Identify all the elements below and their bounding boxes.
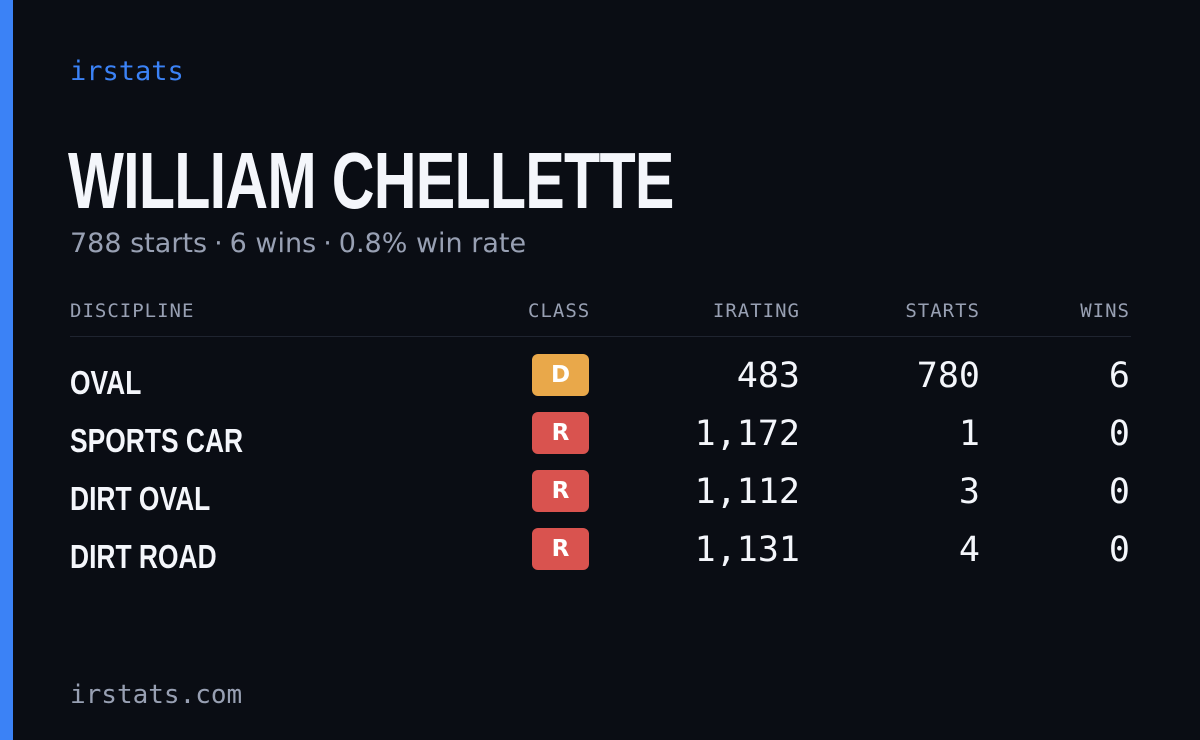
discipline-name: OVAL xyxy=(70,364,142,401)
summary-starts: 788 starts xyxy=(70,228,208,259)
discipline-table: DISCIPLINE CLASS IRATING STARTS WINS OVA… xyxy=(70,298,1131,586)
brand-logo: irstats xyxy=(70,56,184,87)
irating-value: 1,172 xyxy=(694,414,800,454)
footer-url: irstats.com xyxy=(70,680,243,710)
irating-value: 1,112 xyxy=(694,472,800,512)
discipline-name: SPORTS CAR xyxy=(70,422,244,459)
starts-value: 3 xyxy=(958,472,980,512)
table-header: DISCIPLINE CLASS IRATING STARTS WINS xyxy=(70,298,1131,337)
table-row: SPORTS CAR R 1,172 1 0 xyxy=(70,412,1131,470)
irating-value: 483 xyxy=(736,356,800,396)
header-wins: WINS xyxy=(1080,300,1130,322)
accent-bar xyxy=(0,0,13,740)
wins-value: 0 xyxy=(1108,530,1130,570)
driver-name: WILLIAM CHELLETTE xyxy=(68,136,674,225)
starts-value: 780 xyxy=(916,356,980,396)
discipline-name: DIRT OVAL xyxy=(70,480,211,517)
wins-value: 0 xyxy=(1108,472,1130,512)
driver-summary: 788 starts · 6 wins · 0.8% win rate xyxy=(70,228,526,259)
irating-value: 1,131 xyxy=(694,530,800,570)
summary-separator: · xyxy=(214,228,223,259)
summary-wins: 6 wins xyxy=(229,228,317,259)
wins-value: 6 xyxy=(1108,356,1130,396)
starts-value: 1 xyxy=(958,414,980,454)
wins-value: 0 xyxy=(1108,414,1130,454)
summary-win-rate: 0.8% win rate xyxy=(338,228,527,259)
class-badge: R xyxy=(532,412,589,454)
header-irating: IRATING xyxy=(712,300,800,322)
table-row: OVAL D 483 780 6 xyxy=(70,354,1131,412)
discipline-name: DIRT ROAD xyxy=(70,538,217,575)
class-badge: D xyxy=(532,354,589,396)
header-starts: STARTS xyxy=(905,300,980,322)
table-body: OVAL D 483 780 6 SPORTS CAR R 1,172 1 0 … xyxy=(70,354,1131,586)
class-badge: R xyxy=(532,528,589,570)
summary-separator: · xyxy=(323,228,332,259)
class-badge: R xyxy=(532,470,589,512)
header-discipline: DISCIPLINE xyxy=(70,300,195,322)
table-row: DIRT ROAD R 1,131 4 0 xyxy=(70,528,1131,586)
starts-value: 4 xyxy=(958,530,980,570)
header-class: CLASS xyxy=(528,300,591,322)
table-row: DIRT OVAL R 1,112 3 0 xyxy=(70,470,1131,528)
